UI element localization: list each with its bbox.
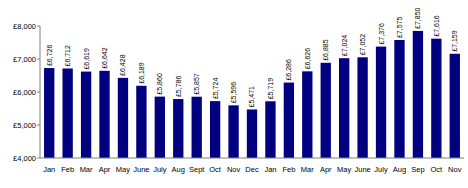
bar	[99, 71, 109, 158]
data-label: £7,159	[451, 30, 458, 52]
x-tick-label: Aug	[393, 165, 406, 174]
y-tick-label: £5,000	[13, 121, 36, 130]
bar	[155, 97, 165, 158]
data-label: £7,024	[341, 35, 348, 57]
x-tick-label: Aug	[172, 165, 185, 174]
x-tick-label: May	[337, 165, 351, 174]
data-label: £5,719	[267, 78, 274, 100]
x-tick-label: Mar	[80, 165, 93, 174]
x-tick-label: Mar	[301, 165, 314, 174]
data-label: £5,596	[230, 82, 237, 104]
data-label: £6,428	[119, 54, 126, 76]
bar	[357, 57, 367, 158]
bar	[302, 71, 312, 158]
chart-svg: £4,000 £5,000 £6,000 £7,000 £8,000 Jan Feb Mar A…	[0, 0, 468, 188]
bar	[118, 78, 128, 158]
data-label: £7,575	[396, 17, 403, 39]
data-label: £7,850	[414, 7, 421, 29]
data-label: £7,616	[433, 15, 440, 37]
y-tick	[37, 26, 40, 27]
data-label: £6,619	[83, 48, 90, 70]
x-tick-label: Feb	[282, 165, 295, 174]
bar	[81, 72, 91, 158]
x-tick-label: May	[116, 165, 130, 174]
x-tick-label: June	[133, 165, 149, 174]
bar	[62, 69, 72, 158]
x-tick-label: Apr	[320, 165, 332, 174]
x-tick-label: July	[374, 165, 388, 174]
bar	[210, 101, 220, 158]
y-tick-label: £4,000	[13, 154, 36, 163]
x-tick-label: Nov	[227, 165, 241, 174]
data-label: £5,724	[212, 78, 219, 100]
bar	[44, 68, 54, 158]
bar	[450, 54, 460, 158]
bar	[192, 97, 202, 158]
data-label: £5,471	[249, 86, 256, 108]
data-label: £5,857	[193, 73, 200, 95]
x-tick-label: Oct	[431, 165, 444, 174]
data-label: £6,726	[46, 45, 53, 67]
chart-container: £4,000 £5,000 £6,000 £7,000 £8,000 Jan Feb Mar A…	[0, 0, 468, 188]
y-tick-label: £8,000	[13, 22, 36, 31]
bar	[376, 47, 386, 158]
x-tick-label: Apr	[99, 165, 111, 174]
bar	[228, 105, 238, 158]
data-label: £6,885	[322, 39, 329, 61]
bar	[247, 109, 257, 158]
data-label: £5,860	[156, 73, 163, 95]
y-tick-label: £6,000	[13, 88, 36, 97]
x-tick-label: Nov	[448, 165, 462, 174]
y-tick	[37, 125, 40, 126]
x-tick-label: Jan	[264, 165, 276, 174]
y-tick	[37, 92, 40, 93]
x-tick-label: Dec	[245, 165, 259, 174]
data-label: £7,052	[359, 34, 366, 56]
bar	[173, 99, 183, 158]
x-tick-label: Sept	[189, 165, 205, 174]
x-tick-label: Sep	[411, 165, 424, 174]
x-axis-line	[40, 158, 464, 159]
bar	[339, 58, 349, 158]
x-tick-label: July	[153, 165, 167, 174]
bar	[321, 63, 331, 158]
data-label: £5,786	[175, 76, 182, 98]
x-tick-label: Jan	[43, 165, 55, 174]
y-tick-label: £7,000	[13, 55, 36, 64]
data-label: £6,642	[101, 47, 108, 69]
y-tick	[37, 158, 40, 159]
y-tick	[37, 59, 40, 60]
bar	[431, 39, 441, 158]
data-label: £6,189	[138, 62, 145, 84]
data-label: £7,376	[378, 23, 385, 45]
bar	[265, 101, 275, 158]
bar	[136, 86, 146, 158]
data-label: £6,626	[304, 48, 311, 70]
bars	[44, 31, 460, 158]
bar	[284, 83, 294, 158]
x-tick-label: Feb	[61, 165, 74, 174]
bar	[394, 40, 404, 158]
data-label: £6,712	[64, 45, 71, 67]
x-tick-label: Oct	[209, 165, 222, 174]
data-label: £6,286	[285, 59, 292, 81]
bar	[413, 31, 423, 158]
x-tick-label: June	[354, 165, 370, 174]
